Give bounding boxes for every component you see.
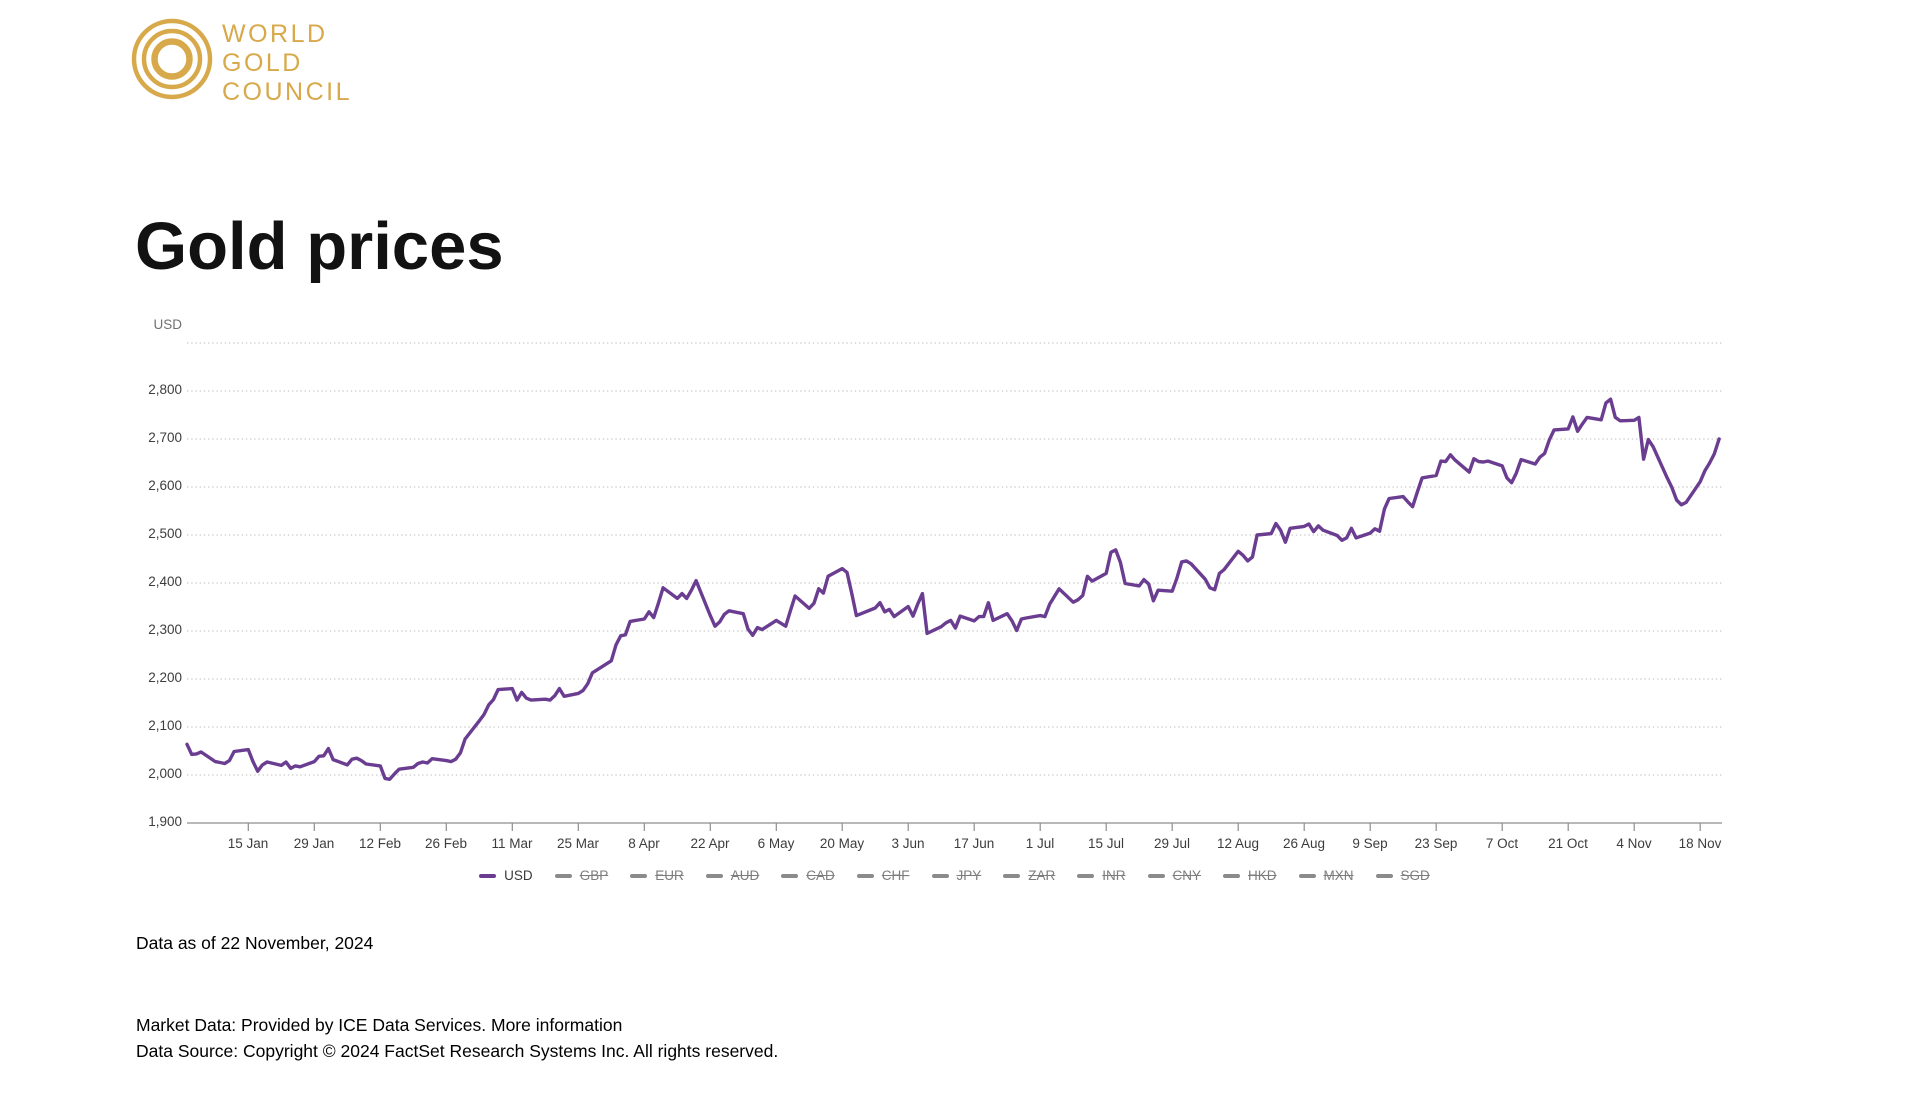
y-tick-label: 2,400	[148, 574, 182, 589]
x-tick-label: 20 May	[819, 836, 865, 851]
legend-label: ZAR	[1028, 868, 1056, 883]
legend-item-aud[interactable]: AUD	[705, 868, 760, 883]
x-tick-label: 18 Nov	[1678, 836, 1722, 851]
source-block: Market Data: Provided by ICE Data Servic…	[136, 1012, 778, 1064]
x-tick-label: 23 Sep	[1414, 836, 1458, 851]
usd-price-line[interactable]	[185, 397, 1721, 781]
legend-swatch-icon	[1003, 873, 1021, 878]
x-tick-label: 26 Aug	[1282, 836, 1326, 851]
legend-item-mxn[interactable]: MXN	[1298, 868, 1354, 883]
page-title: Gold prices	[135, 208, 504, 284]
legend-item-chf[interactable]: CHF	[856, 868, 910, 883]
legend-swatch-icon	[1298, 873, 1316, 878]
y-tick-label: 2,500	[148, 526, 182, 541]
x-tick-label: 4 Nov	[1616, 836, 1652, 851]
data-as-of-text: Data as of 22 November, 2024	[136, 933, 374, 953]
legend-item-cad[interactable]: CAD	[781, 868, 835, 883]
x-tick-label: 3 Jun	[891, 836, 925, 851]
currency-legend: USD GBP EUR AUD CAD CHF JPY ZAR INR CNY HKD MXN SGD	[187, 868, 1722, 883]
y-tick-label: 2,200	[148, 670, 182, 685]
x-tick-label: 12 Feb	[358, 836, 402, 851]
logo-rings-icon	[131, 18, 213, 100]
legend-label: CAD	[806, 868, 835, 883]
legend-item-zar[interactable]: ZAR	[1003, 868, 1055, 883]
legend-label: INR	[1102, 868, 1126, 883]
legend-item-hkd[interactable]: HKD	[1223, 868, 1277, 883]
x-tick-label: 26 Feb	[424, 836, 468, 851]
legend-swatch-icon	[931, 873, 949, 878]
y-tick-label: 2,300	[148, 622, 182, 637]
legend-label: GBP	[579, 868, 609, 883]
x-tick-label: 1 Jul	[1025, 836, 1055, 851]
legend-label: CHF	[881, 868, 910, 883]
legend-item-sgd[interactable]: SGD	[1375, 868, 1430, 883]
legend-label: AUD	[730, 868, 760, 883]
legend-item-eur[interactable]: EUR	[630, 868, 684, 883]
y-tick-label: 2,700	[148, 430, 182, 445]
x-tick-label: 7 Oct	[1485, 836, 1519, 851]
legend-swatch-icon	[479, 873, 497, 878]
legend-label: EUR	[655, 868, 684, 883]
x-tick-label: 6 May	[757, 836, 795, 851]
x-tick-label: 25 Mar	[556, 836, 600, 851]
y-tick-label: 1,900	[148, 814, 182, 829]
legend-label: MXN	[1323, 868, 1354, 883]
legend-item-cny[interactable]: CNY	[1147, 868, 1202, 883]
legend-swatch-icon	[856, 873, 874, 878]
world-gold-council-logo[interactable]: WORLD GOLD COUNCIL	[129, 16, 459, 107]
x-tick-label: 29 Jan	[293, 836, 335, 851]
legend-swatch-icon	[630, 873, 648, 878]
x-tick-label: 15 Jan	[227, 836, 269, 851]
legend-item-inr[interactable]: INR	[1077, 868, 1126, 883]
x-tick-label: 11 Mar	[491, 836, 533, 851]
legend-swatch-icon	[554, 873, 572, 878]
market-data-line: Market Data: Provided by ICE Data Servic…	[136, 1012, 778, 1038]
legend-swatch-icon	[1077, 873, 1095, 878]
logo-word-2: GOLD	[222, 49, 303, 77]
y-tick-label: 2,100	[148, 718, 182, 733]
x-tick-label: 29 Jul	[1153, 836, 1191, 851]
legend-label: JPY	[956, 868, 982, 883]
y-tick-label: 2,800	[148, 382, 182, 397]
y-tick-label: 2,000	[148, 766, 182, 781]
legend-item-jpy[interactable]: JPY	[931, 868, 982, 883]
legend-swatch-icon	[1147, 873, 1165, 878]
logo-word-3: COUNCIL	[222, 78, 353, 106]
data-source-line: Data Source: Copyright © 2024 FactSet Re…	[136, 1041, 779, 1061]
more-information-link[interactable]: More information	[491, 1015, 623, 1035]
x-tick-label: 15 Jul	[1087, 836, 1125, 851]
legend-label: USD	[504, 868, 533, 883]
x-tick-label: 8 Apr	[628, 836, 660, 851]
legend-swatch-icon	[1375, 873, 1393, 878]
legend-label: HKD	[1248, 868, 1277, 883]
legend-item-usd[interactable]: USD	[479, 868, 533, 883]
legend-label: CNY	[1172, 868, 1202, 883]
x-tick-label: 21 Oct	[1548, 836, 1588, 851]
legend-swatch-icon	[705, 873, 723, 878]
x-tick-label: 22 Apr	[690, 836, 730, 851]
y-axis-title: USD	[153, 317, 182, 332]
y-tick-label: 2,600	[148, 478, 182, 493]
legend-swatch-icon	[1223, 873, 1241, 878]
legend-swatch-icon	[781, 873, 799, 878]
x-tick-label: 9 Sep	[1352, 836, 1388, 851]
market-data-text: Market Data: Provided by ICE Data Servic…	[136, 1015, 491, 1035]
logo-wordmark: WORLD GOLD COUNCIL	[222, 20, 352, 107]
x-tick-label: 17 Jun	[953, 836, 995, 851]
legend-label: SGD	[1400, 868, 1430, 883]
legend-item-gbp[interactable]: GBP	[554, 868, 609, 883]
x-tick-label: 12 Aug	[1216, 836, 1260, 851]
logo-word-1: WORLD	[222, 20, 328, 48]
